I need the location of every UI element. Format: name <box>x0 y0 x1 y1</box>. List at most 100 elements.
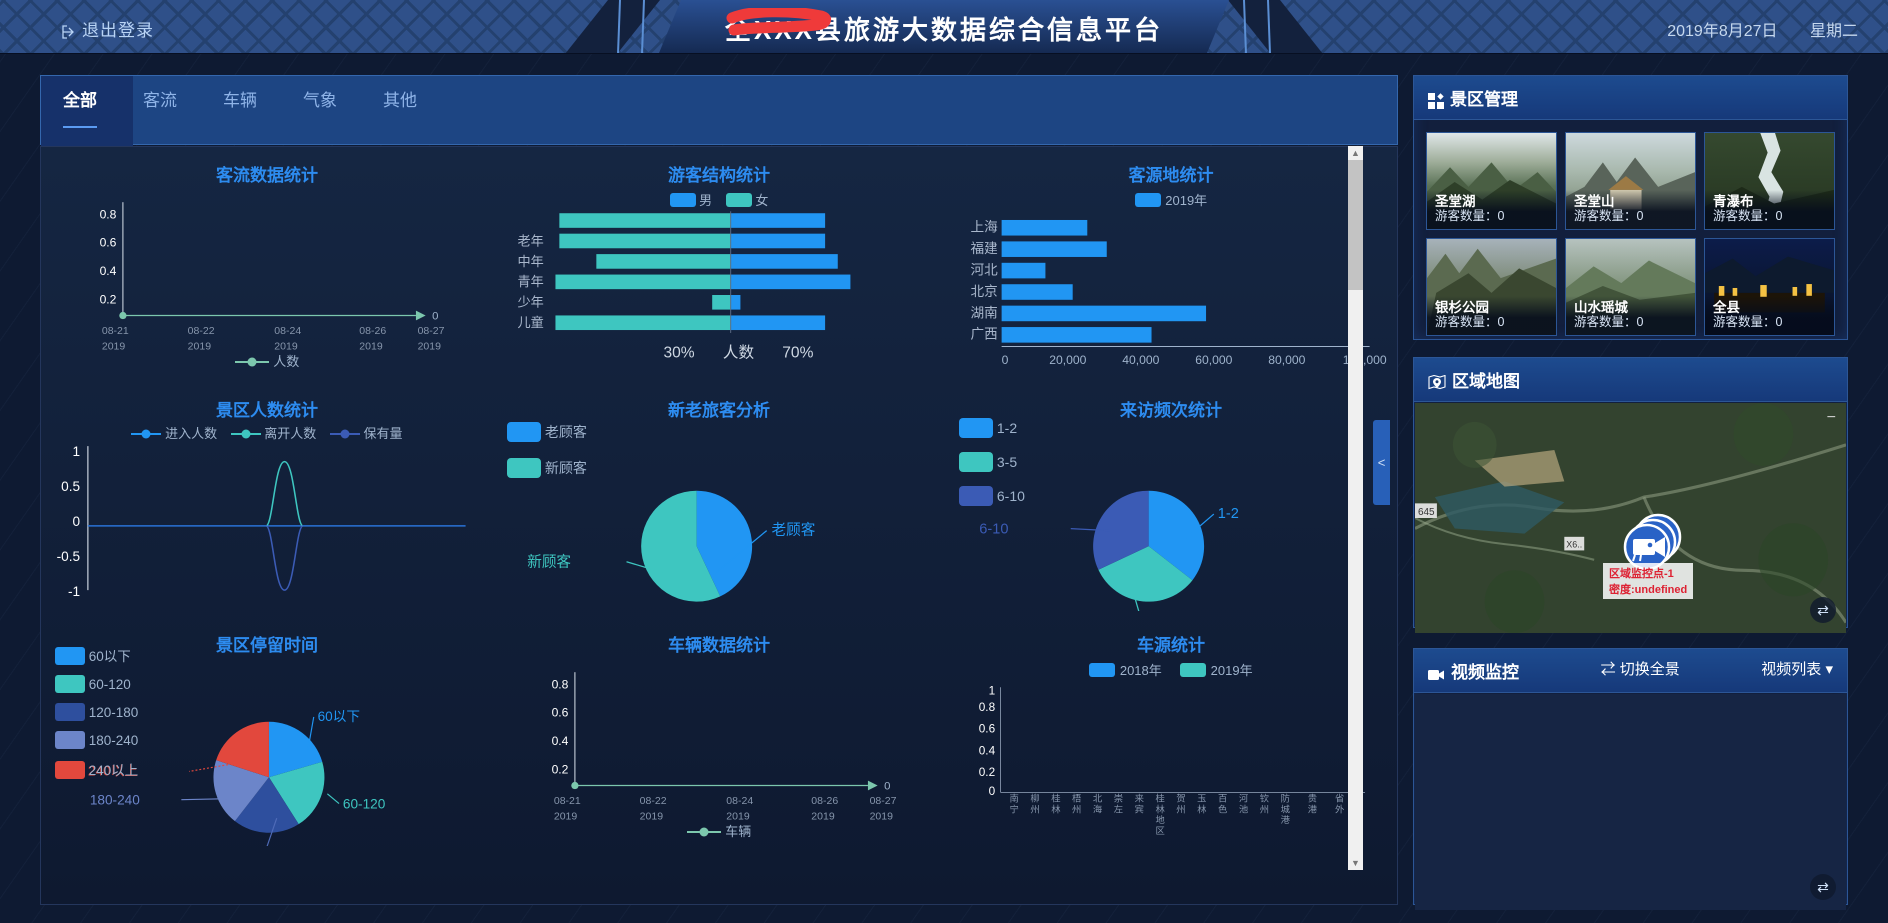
svg-text:贵: 贵 <box>1308 792 1317 803</box>
svg-text:北: 北 <box>1093 793 1103 803</box>
svg-text:20: 20 <box>427 600 442 602</box>
svg-text:老顾客: 老顾客 <box>772 521 816 538</box>
svg-text:港: 港 <box>1281 814 1291 825</box>
svg-text:0: 0 <box>884 781 890 793</box>
svg-text:柳: 柳 <box>1030 792 1039 803</box>
svg-text:2019: 2019 <box>102 341 126 353</box>
svg-text:60-120: 60-120 <box>343 796 386 811</box>
svg-text:14: 14 <box>325 600 340 602</box>
svg-text:0.8: 0.8 <box>979 701 996 714</box>
svg-text:10: 10 <box>257 600 272 602</box>
svg-text:南: 南 <box>1009 792 1018 803</box>
svg-text:4: 4 <box>158 600 165 602</box>
svg-text:0.4: 0.4 <box>552 734 569 748</box>
svg-text:6-10: 6-10 <box>979 522 1008 538</box>
svg-text:左: 左 <box>1114 803 1123 814</box>
svg-text:0.2: 0.2 <box>979 766 995 779</box>
svg-text:0.5: 0.5 <box>61 479 80 494</box>
svg-text:河北: 河北 <box>970 262 998 277</box>
svg-text:上海: 上海 <box>970 220 998 235</box>
svg-text:防: 防 <box>1281 792 1290 803</box>
svg-text:中年: 中年 <box>518 254 544 269</box>
svg-text:0.4: 0.4 <box>979 744 996 757</box>
svg-text:池: 池 <box>1239 803 1248 814</box>
svg-text:少年: 少年 <box>518 295 544 310</box>
svg-text:6: 6 <box>192 600 199 602</box>
svg-text:地: 地 <box>1155 814 1164 825</box>
svg-text:桂: 桂 <box>1155 792 1164 803</box>
svg-text:2019: 2019 <box>188 341 212 353</box>
svg-text:08-21: 08-21 <box>102 325 129 337</box>
svg-text:0: 0 <box>73 514 81 529</box>
svg-text:港: 港 <box>1308 803 1318 814</box>
svg-text:16: 16 <box>359 600 374 602</box>
svg-text:林: 林 <box>1197 803 1207 814</box>
svg-text:1-2: 1-2 <box>1218 506 1239 522</box>
svg-text:2019: 2019 <box>811 811 835 823</box>
svg-text:青年: 青年 <box>518 274 544 289</box>
svg-text:湖南: 湖南 <box>970 305 997 320</box>
svg-text:林: 林 <box>1051 803 1061 814</box>
svg-text:省: 省 <box>1335 792 1344 803</box>
svg-text:0.6: 0.6 <box>979 723 996 736</box>
svg-text:外: 外 <box>1335 803 1344 814</box>
svg-text:40,000: 40,000 <box>1122 353 1159 367</box>
svg-text:玉: 玉 <box>1197 793 1206 803</box>
svg-text:广西: 广西 <box>970 327 997 342</box>
svg-text:百: 百 <box>1218 793 1227 803</box>
svg-text:-0.5: -0.5 <box>57 549 80 564</box>
svg-text:2019: 2019 <box>554 811 578 823</box>
svg-text:新顾客: 新顾客 <box>527 554 571 571</box>
svg-text:宁: 宁 <box>1009 803 1018 814</box>
svg-text:色: 色 <box>1218 803 1227 814</box>
svg-text:80,000: 80,000 <box>1268 353 1305 367</box>
svg-text:20,000: 20,000 <box>1049 353 1086 367</box>
svg-text:08-26: 08-26 <box>811 795 838 807</box>
svg-text:2: 2 <box>124 600 131 602</box>
svg-text:0: 0 <box>989 785 996 798</box>
svg-text:X6..: X6.. <box>1566 539 1582 549</box>
svg-text:福建: 福建 <box>970 241 998 256</box>
svg-text:梧: 梧 <box>1072 792 1081 803</box>
svg-text:0.6: 0.6 <box>100 236 117 250</box>
svg-text:0.8: 0.8 <box>552 677 569 691</box>
svg-text:人数: 人数 <box>723 343 755 361</box>
svg-text:12: 12 <box>291 600 306 602</box>
svg-text:海: 海 <box>1093 803 1102 814</box>
svg-text:08-26: 08-26 <box>359 325 386 337</box>
svg-text:州: 州 <box>1030 804 1039 814</box>
svg-text:来: 来 <box>1135 793 1145 803</box>
svg-text:180-240: 180-240 <box>90 793 140 808</box>
svg-text:08-27: 08-27 <box>418 325 445 337</box>
svg-text:2019: 2019 <box>640 811 664 823</box>
svg-text:70%: 70% <box>782 344 813 361</box>
svg-text:儿童: 儿童 <box>518 314 544 330</box>
svg-text:崇: 崇 <box>1114 793 1123 803</box>
svg-text:2019: 2019 <box>418 341 442 353</box>
svg-text:60以下: 60以下 <box>318 709 360 724</box>
svg-text:州: 州 <box>1072 804 1081 814</box>
svg-text:08-22: 08-22 <box>188 325 215 337</box>
svg-text:桂: 桂 <box>1051 792 1060 803</box>
svg-text:08-21: 08-21 <box>554 795 581 807</box>
svg-text:宾: 宾 <box>1135 803 1144 814</box>
svg-text:0.4: 0.4 <box>100 264 117 278</box>
svg-text:0.8: 0.8 <box>100 207 117 221</box>
svg-text:08-27: 08-27 <box>870 795 897 807</box>
svg-text:贺: 贺 <box>1176 792 1185 803</box>
svg-text:645: 645 <box>1418 507 1435 518</box>
svg-text:老年: 老年 <box>518 233 544 248</box>
svg-text:60,000: 60,000 <box>1195 353 1232 367</box>
svg-text:区: 区 <box>1155 826 1164 836</box>
svg-text:城: 城 <box>1281 804 1291 814</box>
svg-text:2019: 2019 <box>870 811 894 823</box>
svg-text:0: 0 <box>432 311 438 323</box>
svg-text:州: 州 <box>1260 804 1269 814</box>
svg-text:22: 22 <box>458 600 473 602</box>
svg-text:北京: 北京 <box>970 284 997 299</box>
svg-text:-1: -1 <box>68 584 80 599</box>
svg-text:0: 0 <box>90 600 97 602</box>
svg-text:河: 河 <box>1239 792 1248 803</box>
svg-text:30%: 30% <box>664 344 695 361</box>
svg-text:8: 8 <box>226 600 233 602</box>
